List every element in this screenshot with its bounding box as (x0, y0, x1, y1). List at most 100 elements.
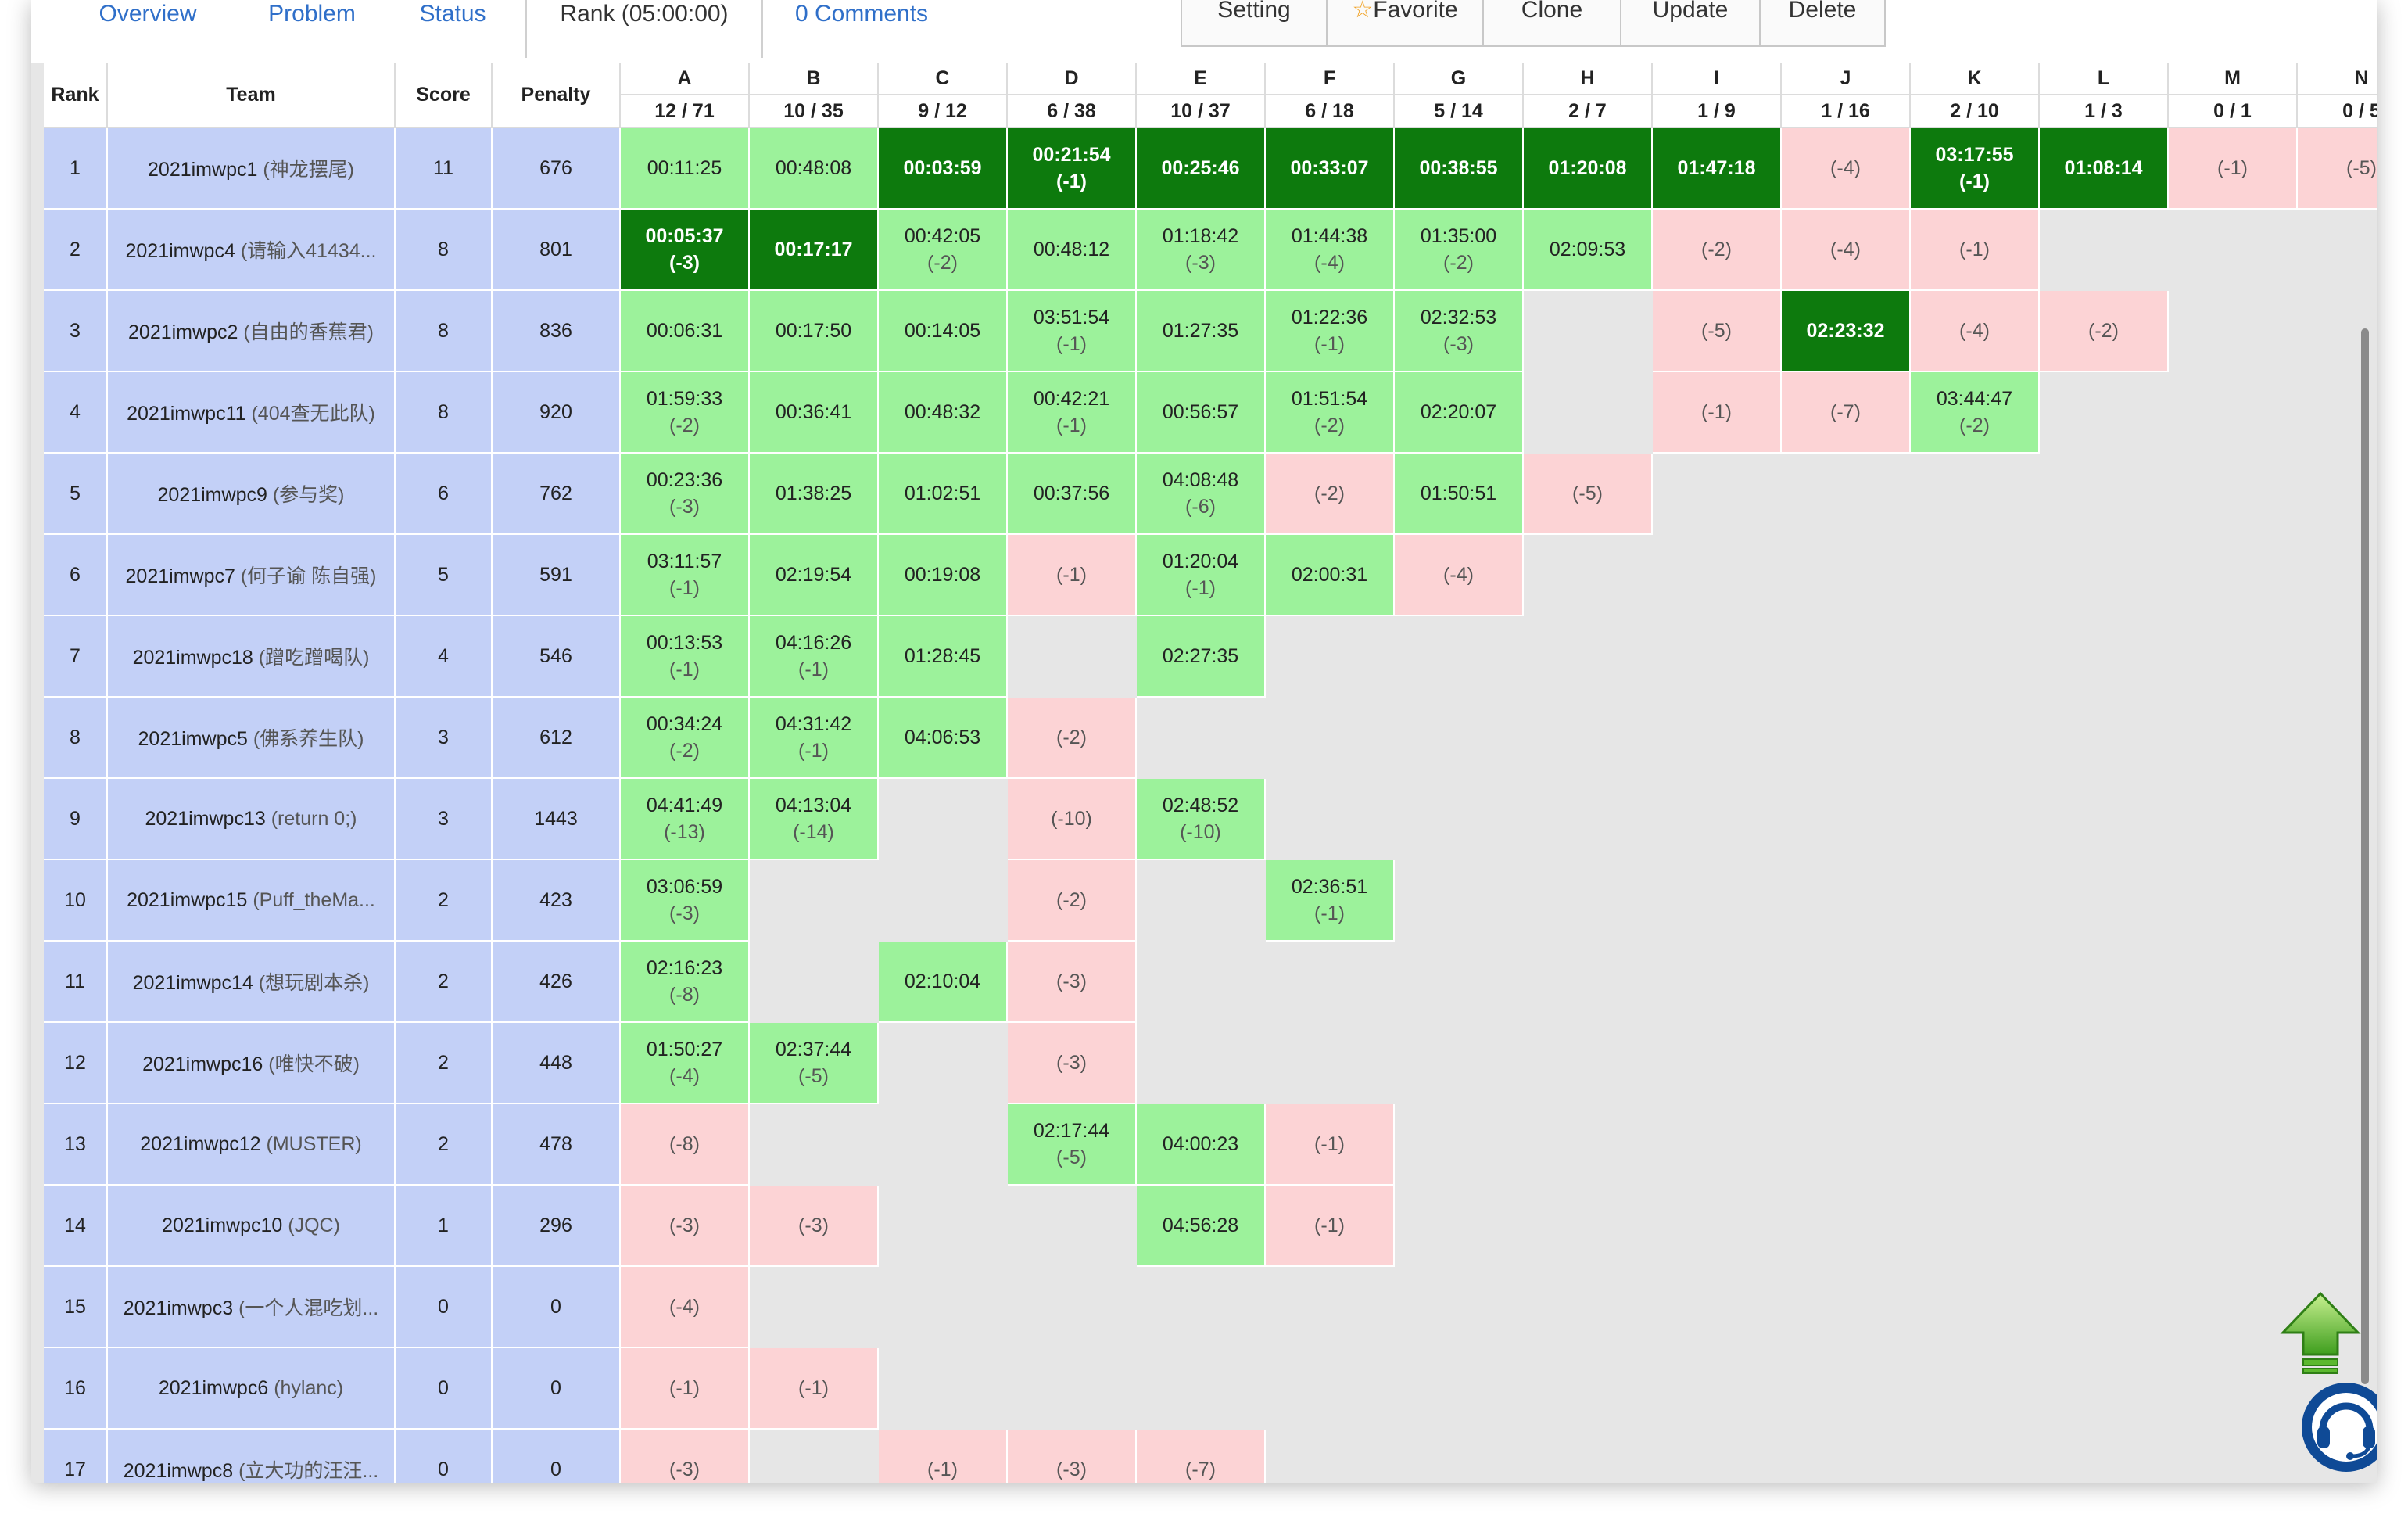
problem-header[interactable]: G (1395, 63, 1524, 95)
team-nickname: (参与奖) (272, 484, 345, 506)
tab-comments[interactable]: 0 Comments (794, 1, 929, 27)
empty-cell (750, 1267, 879, 1348)
team-cell[interactable]: 2021imwpc5 (佛系养生队) (108, 698, 396, 779)
empty-cell (879, 1104, 1008, 1186)
team-name[interactable]: 2021imwpc15 (Puff_theMa... (127, 889, 375, 912)
rank-table: Rank Team Score Penalty A 12 / 71 B 10 / 35 C 9 /… (44, 63, 2377, 1483)
accepted-cell: 01:59:33 (-2) (621, 372, 750, 454)
favorite-label: Favorite (1373, 0, 1458, 23)
empty-cell (1137, 1023, 1266, 1104)
team-cell[interactable]: 2021imwpc11 (404查无此队) (108, 372, 396, 454)
tab-status[interactable]: Status (419, 1, 486, 27)
score-cell: 1 (396, 1186, 493, 1267)
empty-cell (1395, 1348, 1524, 1430)
team-cell[interactable]: 2021imwpc8 (立大功的汪汪... (108, 1430, 396, 1483)
team-cell[interactable]: 2021imwpc3 (一个人混吃划... (108, 1267, 396, 1348)
problem-ratio: 10 / 37 (1137, 95, 1266, 128)
team-cell[interactable]: 2021imwpc13 (return 0;) (108, 779, 396, 860)
team-cell[interactable]: 2021imwpc16 (唯快不破) (108, 1023, 396, 1104)
attempt-count: (-3) (1056, 1458, 1087, 1480)
penalty-value: 0 (550, 1458, 561, 1480)
problem-header[interactable]: F (1266, 63, 1395, 95)
team-cell[interactable]: 2021imwpc6 (hylanc) (108, 1348, 396, 1430)
problem-header[interactable]: I (1653, 63, 1782, 95)
wrong-attempt-cell: (-1) (750, 1348, 879, 1430)
team-name[interactable]: 2021imwpc5 (佛系养生队) (138, 723, 364, 752)
team-cell[interactable]: 2021imwpc15 (Puff_theMa... (108, 860, 396, 942)
team-name[interactable]: 2021imwpc12 (MUSTER) (140, 1133, 361, 1156)
team-cell[interactable]: 2021imwpc4 (请输入41434... (108, 210, 396, 291)
tab-overview[interactable]: Overview (99, 1, 197, 27)
wrong-attempt-cell: (-1) (1266, 1186, 1395, 1267)
team-name[interactable]: 2021imwpc4 (请输入41434... (126, 235, 377, 264)
team-name[interactable]: 2021imwpc10 (JQC) (162, 1214, 340, 1237)
team-cell[interactable]: 2021imwpc14 (想玩剧本杀) (108, 942, 396, 1023)
team-name[interactable]: 2021imwpc7 (何子谕 陈自强) (126, 561, 377, 589)
problem-header[interactable]: N (2298, 63, 2377, 95)
team-name[interactable]: 2021imwpc2 (自由的香蕉君) (128, 317, 374, 345)
team-cell[interactable]: 2021imwpc1 (神龙摆尾) (108, 128, 396, 210)
team-cell[interactable]: 2021imwpc18 (蹭吃蹭喝队) (108, 616, 396, 698)
score-cell: 3 (396, 779, 493, 860)
header-score[interactable]: Score (396, 63, 493, 128)
solve-time: 01:18:42 (1162, 225, 1239, 247)
up-arrow-icon[interactable] (2280, 1290, 2361, 1375)
problem-header[interactable]: M (2169, 63, 2298, 95)
team-cell[interactable]: 2021imwpc9 (参与奖) (108, 454, 396, 535)
empty-cell (1782, 942, 1911, 1023)
team-id: 2021imwpc7 (125, 565, 235, 587)
problem-header[interactable]: D (1008, 63, 1137, 95)
accepted-cell: 04:00:23 (1137, 1104, 1266, 1186)
solve-time: 03:11:57 (647, 551, 722, 572)
problem-header[interactable]: J (1782, 63, 1911, 95)
team-id: 2021imwpc5 (138, 728, 248, 750)
scrollbar-thumb[interactable] (2361, 328, 2369, 1384)
team-name[interactable]: 2021imwpc3 (一个人混吃划... (124, 1293, 378, 1321)
header-team[interactable]: Team (108, 63, 396, 128)
team-name[interactable]: 2021imwpc18 (蹭吃蹭喝队) (133, 642, 370, 670)
problem-header[interactable]: B (750, 63, 879, 95)
problem-header[interactable]: L (2040, 63, 2169, 95)
empty-cell (2040, 1104, 2169, 1186)
team-cell[interactable]: 2021imwpc10 (JQC) (108, 1186, 396, 1267)
tab-rank[interactable]: Rank (05:00:00) (525, 0, 763, 58)
header-penalty[interactable]: Penalty (493, 63, 621, 128)
team-name[interactable]: 2021imwpc11 (404查无此队) (127, 398, 375, 426)
wrong-attempt-cell: (-3) (1008, 942, 1137, 1023)
problem-header[interactable]: E (1137, 63, 1266, 95)
team-name[interactable]: 2021imwpc13 (return 0;) (145, 808, 357, 831)
team-name[interactable]: 2021imwpc6 (hylanc) (159, 1377, 343, 1400)
accepted-cell: 04:06:53 (879, 698, 1008, 779)
attempt-count: (-3) (1056, 970, 1087, 992)
team-cell[interactable]: 2021imwpc2 (自由的香蕉君) (108, 291, 396, 372)
penalty-value: 448 (539, 1051, 572, 1074)
attempt-count: (-7) (1830, 401, 1861, 423)
team-cell[interactable]: 2021imwpc12 (MUSTER) (108, 1104, 396, 1186)
rank-value: 11 (65, 970, 85, 992)
delete-button[interactable]: Delete (1759, 0, 1886, 47)
tab-problem[interactable]: Problem (268, 1, 356, 27)
problem-header[interactable]: H (1524, 63, 1653, 95)
wrong-attempt-cell: (-3) (750, 1186, 879, 1267)
team-cell[interactable]: 2021imwpc7 (何子谕 陈自强) (108, 535, 396, 616)
penalty-cell: 836 (493, 291, 621, 372)
team-name[interactable]: 2021imwpc8 (立大功的汪汪... (124, 1455, 378, 1483)
team-name[interactable]: 2021imwpc16 (唯快不破) (142, 1049, 360, 1077)
team-name[interactable]: 2021imwpc14 (想玩剧本杀) (133, 967, 370, 996)
penalty-value: 478 (539, 1132, 572, 1155)
header-rank[interactable]: Rank (44, 63, 108, 128)
headset-icon[interactable] (2300, 1381, 2377, 1473)
score-value: 3 (438, 807, 449, 830)
update-button[interactable]: Update (1620, 0, 1761, 47)
favorite-button[interactable]: ☆Favorite (1326, 0, 1484, 47)
team-name[interactable]: 2021imwpc1 (神龙摆尾) (148, 154, 354, 182)
problem-header[interactable]: K (1911, 63, 2040, 95)
problem-letter: F (1323, 66, 1336, 89)
problem-header[interactable]: C (879, 63, 1008, 95)
clone-button[interactable]: Clone (1482, 0, 1621, 47)
setting-button[interactable]: Setting (1181, 0, 1328, 47)
team-name[interactable]: 2021imwpc9 (参与奖) (158, 479, 345, 508)
problem-header[interactable]: A (621, 63, 750, 95)
solve-time: 01:50:51 (1420, 483, 1497, 504)
empty-cell (750, 860, 879, 942)
